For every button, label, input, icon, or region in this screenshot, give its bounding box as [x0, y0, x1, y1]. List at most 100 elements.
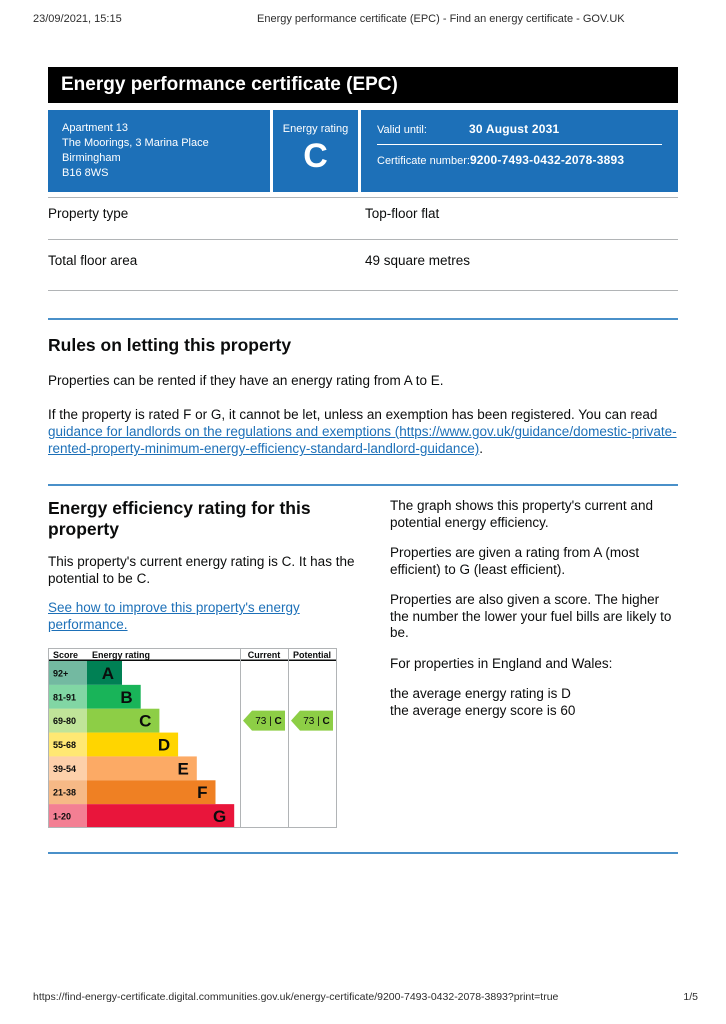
explanation-paragraph: Properties are also given a score. The h…	[390, 592, 672, 640]
score-range-label: 92+	[53, 668, 68, 678]
rating-band-bar	[87, 708, 160, 733]
property-details-table: Property type Top-floor flat Total floor a…	[48, 197, 678, 291]
explanation-paragraph: The graph shows this property's current …	[390, 498, 653, 530]
band-letter: B	[120, 688, 132, 707]
chart-border	[288, 648, 289, 828]
band-letter: F	[197, 783, 207, 802]
energy-rating-label: Energy rating	[282, 123, 349, 135]
rules-paragraph-2-suffix: .	[479, 441, 483, 456]
summary-divider	[358, 110, 361, 192]
band-letter: E	[177, 759, 188, 778]
meta-divider	[377, 144, 662, 145]
rating-left-column: Energy efficiency rating for this proper…	[48, 498, 365, 828]
browser-print-header: 23/09/2021, 15:15 Energy performance cer…	[0, 13, 726, 27]
score-range-cell	[48, 732, 87, 757]
certificate-meta: Valid until: 30 August 2031 Certificate n…	[361, 110, 678, 192]
energy-rating-value: C	[303, 137, 328, 175]
rating-band-bar	[87, 661, 122, 685]
improve-performance-link[interactable]: See how to improve this property's energ…	[48, 600, 300, 632]
current-rating-arrow-label: 73 | C	[255, 716, 282, 727]
address-line: Apartment 13	[62, 122, 129, 134]
score-range-label: 21-38	[53, 788, 76, 798]
chart-header-potential: Potential	[293, 650, 331, 660]
detail-value: 49 square metres	[365, 253, 471, 268]
valid-until-row: Valid until: 30 August 2031	[377, 122, 662, 137]
current-rating-arrow	[243, 710, 285, 731]
section-rule	[48, 318, 678, 320]
score-range-cell	[48, 804, 87, 828]
score-range-label: 81-91	[53, 692, 76, 702]
chart-border	[48, 648, 337, 649]
score-range-cell	[48, 756, 87, 781]
chart-header-current: Current	[248, 650, 281, 660]
rating-right-column: The graph shows this property's current …	[390, 498, 678, 828]
score-range-label: 39-54	[53, 764, 76, 774]
average-line: the average energy rating is D	[390, 686, 571, 701]
rating-section: Energy efficiency rating for this proper…	[48, 498, 678, 828]
rating-band-bar	[87, 732, 179, 757]
address-line: B16 8WS	[62, 167, 109, 179]
rating-band-bar	[87, 684, 141, 709]
score-range-cell	[48, 780, 87, 805]
summary-divider	[270, 110, 273, 192]
score-range-cell	[48, 684, 87, 709]
detail-label: Property type	[48, 206, 129, 221]
landlord-guidance-link[interactable]: guidance for landlords on the regulation…	[48, 424, 677, 456]
score-range-label: 69-80	[53, 716, 76, 726]
valid-until-label: Valid until:	[377, 124, 427, 136]
rules-paragraph-1: Properties can be rented if they have an…	[48, 373, 444, 388]
energy-rating-badge: Energy rating C	[273, 110, 358, 192]
rules-paragraph-2: If the property is rated F or G, it cann…	[48, 406, 678, 457]
band-letter: D	[158, 736, 170, 755]
energy-rating-chart: 92+ A 81-91 B 69-80 C 55-68 D 39-54 E 21-38 F 1-20 G S…	[48, 648, 337, 828]
certificate-banner: Energy performance certificate (EPC)	[48, 67, 678, 103]
certificate-number-label: Certificate number:	[377, 155, 470, 167]
rules-section: Rules on letting this property Propertie…	[48, 335, 678, 457]
certificate-number-value: 9200-7493-0432-2078-3893	[469, 153, 625, 167]
rating-band-bar	[87, 756, 197, 781]
property-address: Apartment 13 The Moorings, 3 Marina Place…	[48, 110, 270, 192]
footer-url: https://find-energy-certificate.digital.…	[33, 991, 559, 1003]
detail-label: Total floor area	[48, 253, 138, 268]
band-letter: G	[213, 807, 226, 826]
print-page-title: Energy performance certificate (EPC) - F…	[257, 13, 625, 25]
rating-band-bar	[87, 780, 216, 805]
rules-heading: Rules on letting this property	[48, 335, 292, 355]
chart-header-energy-rating: Energy rating	[92, 650, 150, 660]
property-detail-row: Property type Top-floor flat	[48, 198, 678, 240]
explanation-paragraph: For properties in England and Wales:	[390, 655, 613, 671]
rules-paragraph-2-text: If the property is rated F or G, it cann…	[48, 407, 658, 422]
rating-explanation-paragraphs: The graph shows this property's current …	[390, 498, 678, 672]
print-datetime: 23/09/2021, 15:15	[33, 13, 122, 25]
browser-print-footer: https://find-energy-certificate.digital.…	[0, 991, 726, 1005]
chart-border	[48, 648, 49, 828]
address-line: Birmingham	[62, 152, 121, 164]
score-range-cell	[48, 661, 87, 685]
rating-paragraph: This property's current energy rating is…	[48, 554, 355, 586]
address-line: The Moorings, 3 Marina Place	[62, 137, 209, 149]
rating-band-bar	[87, 804, 235, 828]
certificate-title: Energy performance certificate (EPC)	[61, 74, 398, 95]
explanation-paragraph: Properties are given a rating from A (mo…	[390, 545, 640, 577]
rating-heading: Energy efficiency rating for this proper…	[48, 498, 311, 539]
certificate-number-row: Certificate number:9200-7493-0432-2078-3…	[377, 153, 662, 168]
potential-rating-arrow	[291, 710, 333, 731]
header-underline	[48, 659, 337, 661]
average-line: the average energy score is 60	[390, 702, 576, 718]
score-range-cell	[48, 708, 87, 733]
property-detail-row: Total floor area 49 square metres	[48, 240, 678, 291]
score-range-label: 1-20	[53, 812, 71, 822]
certificate-content: Energy performance certificate (EPC) Apa…	[48, 67, 678, 854]
detail-value: Top-floor flat	[365, 206, 440, 221]
score-range-label: 55-68	[53, 740, 76, 750]
band-letter: A	[102, 664, 114, 683]
footer-page-number: 1/5	[683, 991, 698, 1003]
certificate-summary-box: Apartment 13 The Moorings, 3 Marina Place…	[48, 110, 678, 192]
section-rule	[48, 484, 678, 486]
valid-until-value: 30 August 2031	[469, 122, 560, 136]
chart-border	[48, 827, 337, 828]
chart-header-score: Score	[53, 650, 78, 660]
chart-border	[336, 648, 337, 828]
